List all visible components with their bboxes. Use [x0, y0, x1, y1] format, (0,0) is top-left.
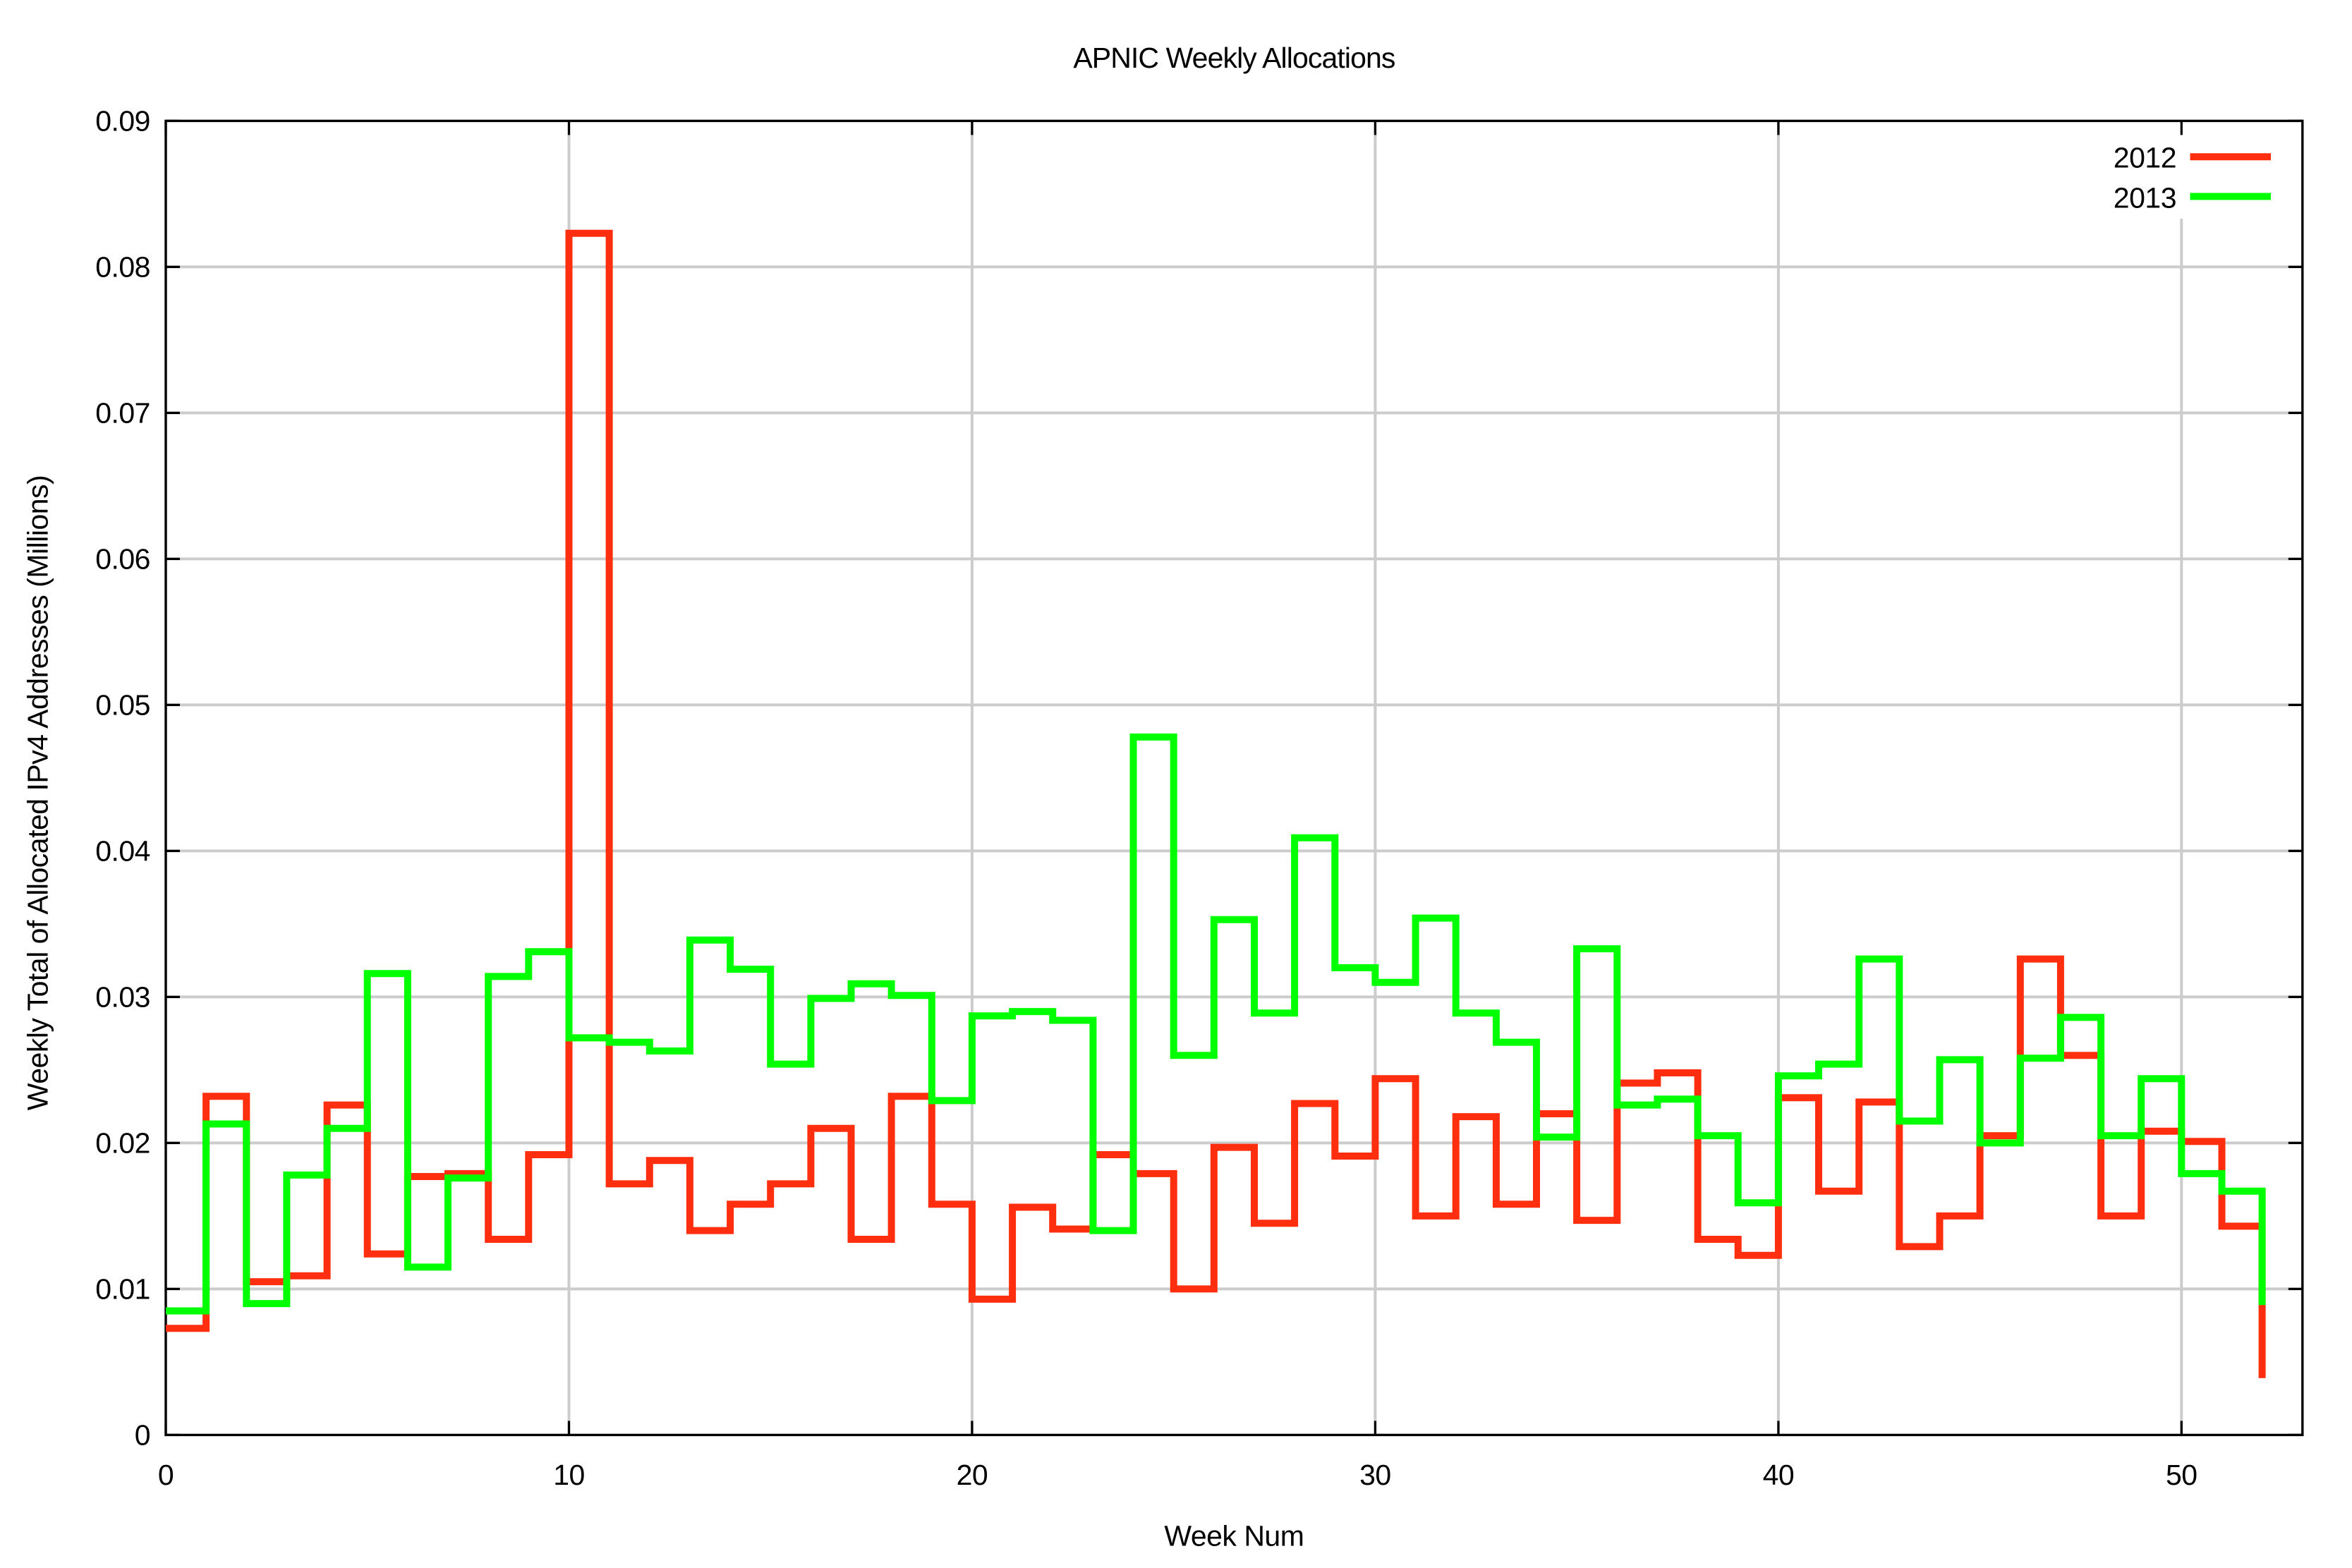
svg-text:30: 30 — [1359, 1459, 1391, 1491]
svg-text:APNIC Weekly Allocations: APNIC Weekly Allocations — [1073, 42, 1395, 74]
svg-text:0.01: 0.01 — [95, 1272, 150, 1305]
svg-text:0.04: 0.04 — [95, 834, 150, 867]
svg-text:Week Num: Week Num — [1164, 1520, 1304, 1552]
svg-text:2012: 2012 — [2114, 142, 2176, 174]
svg-text:0.03: 0.03 — [95, 980, 150, 1013]
svg-text:0.08: 0.08 — [95, 250, 150, 283]
svg-text:0.06: 0.06 — [95, 542, 150, 575]
svg-text:0.07: 0.07 — [95, 396, 150, 429]
svg-text:2013: 2013 — [2114, 182, 2176, 214]
svg-text:0.02: 0.02 — [95, 1126, 150, 1159]
svg-text:40: 40 — [1763, 1459, 1795, 1491]
svg-text:10: 10 — [553, 1459, 585, 1491]
svg-text:20: 20 — [957, 1459, 988, 1491]
svg-text:0.09: 0.09 — [95, 104, 150, 137]
svg-text:0.05: 0.05 — [95, 688, 150, 721]
svg-text:0: 0 — [158, 1459, 174, 1491]
svg-text:Weekly Total of Allocated IPv4: Weekly Total of Allocated IPv4 Addresses… — [22, 475, 54, 1110]
svg-text:50: 50 — [2166, 1459, 2198, 1491]
svg-text:0: 0 — [135, 1418, 150, 1451]
